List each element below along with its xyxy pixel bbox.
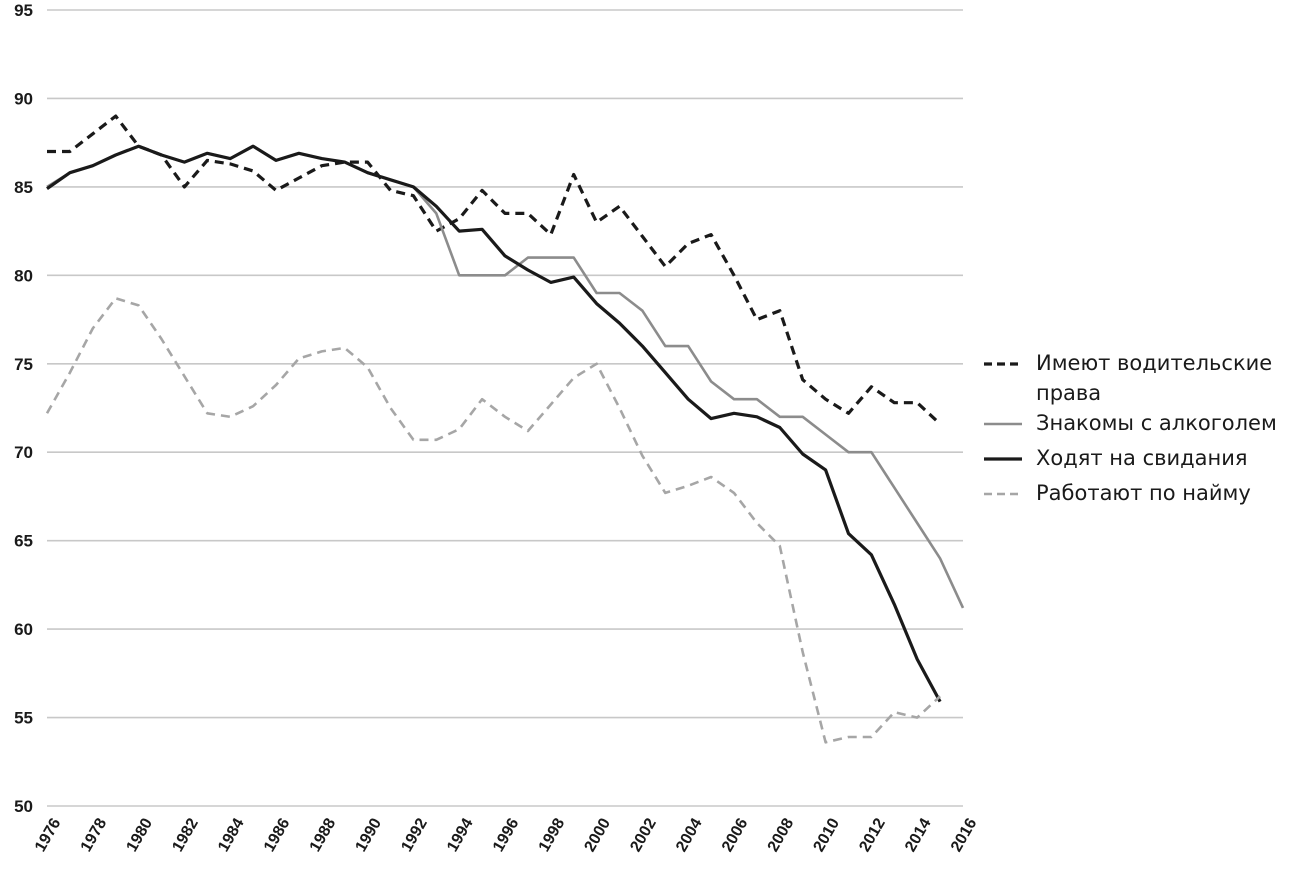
legend-label: Ходят на свидания: [1036, 446, 1248, 470]
x-tick-label: 1998: [536, 815, 569, 854]
y-tick-label: 95: [14, 1, 33, 20]
legend-label: Работают по найму: [1036, 481, 1251, 505]
x-tick-label: 1990: [353, 815, 386, 854]
x-tick-label: 2004: [673, 815, 706, 854]
gridlines: [47, 9, 963, 807]
x-tick-label: 2010: [811, 815, 844, 854]
legend: Имеют водительские права Знакомы с алкогол…: [984, 351, 1277, 505]
x-tick-label: 2014: [902, 815, 935, 854]
legend-label: права: [1036, 381, 1101, 405]
x-tick-label: 2012: [856, 815, 889, 854]
x-tick-label: 2006: [719, 815, 752, 854]
y-tick-label: 60: [14, 620, 33, 639]
x-tick-label: 1984: [215, 815, 248, 854]
series-line-4: [45, 296, 941, 744]
x-tick-label: 2000: [582, 815, 615, 854]
legend-label: Знакомы с алкоголем: [1036, 411, 1277, 435]
y-tick-label: 55: [14, 709, 33, 728]
y-tick-label: 70: [14, 443, 33, 462]
x-tick-label: 1980: [124, 815, 157, 854]
x-tick-label: 2016: [948, 815, 981, 854]
y-tick-label: 65: [14, 532, 33, 551]
series-lines: [45, 114, 965, 744]
x-tick-label: 1994: [444, 815, 477, 854]
x-tick-label: 2008: [765, 815, 798, 854]
y-tick-label: 75: [14, 355, 33, 374]
series-line-1: [47, 114, 942, 426]
y-axis-ticks: 50 55 60 65 70 75 80 85 90 95: [14, 1, 33, 816]
x-tick-label: 1978: [78, 815, 111, 854]
x-tick-label: 1988: [307, 815, 340, 854]
x-tick-label: 1976: [32, 815, 65, 854]
y-tick-label: 85: [14, 178, 33, 197]
x-tick-label: 1992: [398, 815, 431, 854]
y-tick-label: 50: [14, 797, 33, 816]
x-axis-ticks: 1976 1978 1980 1982 1984 1986 1988 1990 1992 1994…: [32, 815, 981, 854]
x-tick-label: 2002: [627, 815, 660, 854]
x-tick-label: 1996: [490, 815, 523, 854]
series-line-3: [46, 144, 942, 703]
x-tick-label: 1982: [169, 815, 202, 854]
y-tick-label: 80: [14, 266, 33, 285]
x-tick-label: 1986: [261, 815, 294, 854]
y-tick-label: 90: [14, 89, 33, 108]
legend-label: Имеют водительские: [1036, 351, 1272, 375]
